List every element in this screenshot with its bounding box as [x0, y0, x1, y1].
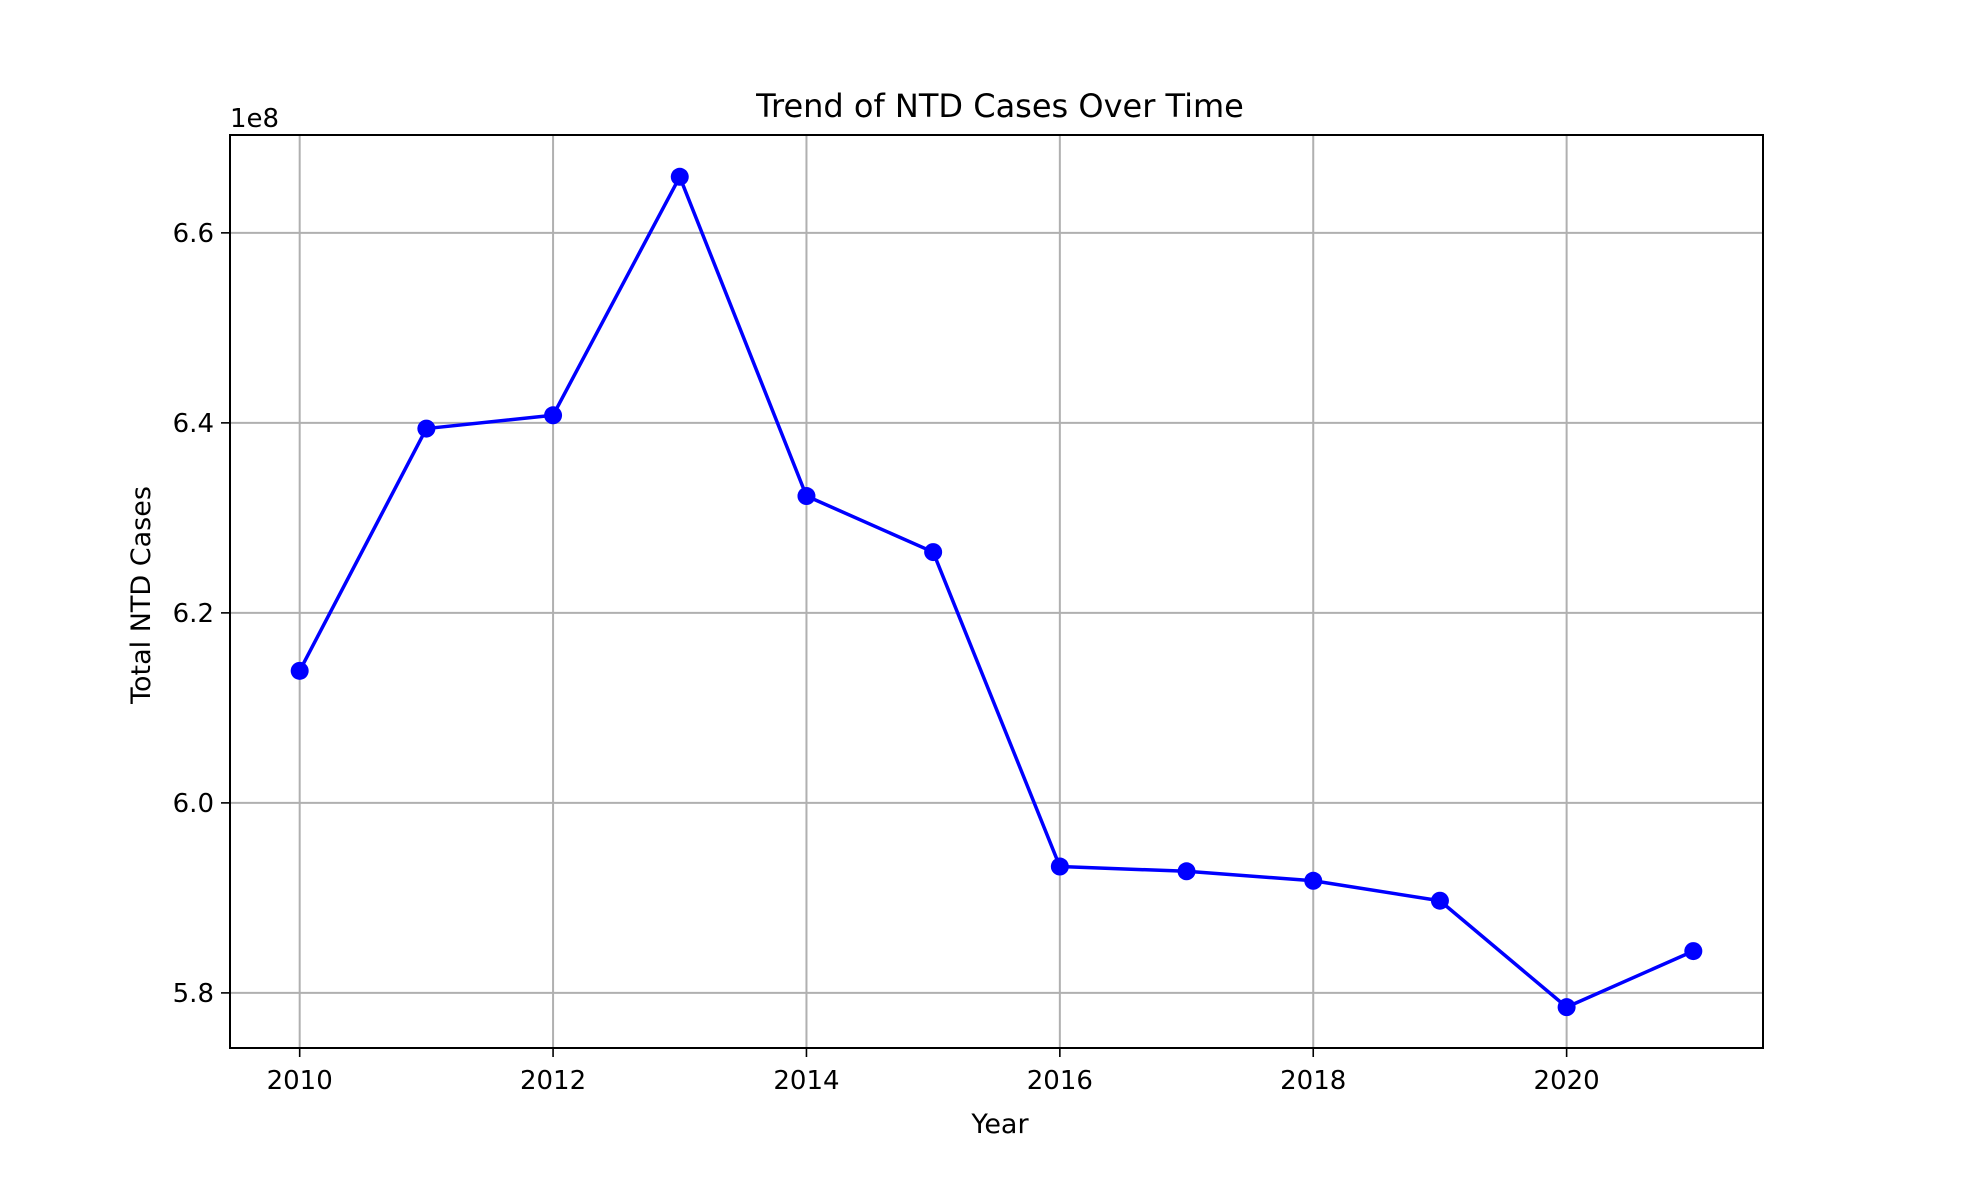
y-tick-label: 5.8	[173, 979, 214, 1009]
data-point[interactable]	[1304, 871, 1323, 890]
axis-ticks: 2010 2012 2014 2016 2018 2020 5.8 6.0 6.2 6.4 6.6	[173, 219, 1600, 1096]
data-point[interactable]	[1684, 942, 1703, 961]
chart-title: Trend of NTD Cases Over Time	[755, 87, 1244, 125]
y-tick-label: 6.4	[173, 409, 214, 439]
series-lines	[298, 175, 1695, 1009]
y-offset-label: 1e8	[230, 104, 279, 134]
data-point[interactable]	[924, 543, 943, 562]
y-tick-label: 6.6	[173, 219, 214, 249]
y-tick-label: 6.2	[173, 599, 214, 629]
x-tick-label: 2012	[520, 1066, 586, 1096]
data-point[interactable]	[1430, 891, 1449, 910]
x-tick-label: 2014	[773, 1066, 839, 1096]
x-tick-label: 2016	[1027, 1066, 1093, 1096]
data-point[interactable]	[1050, 857, 1069, 876]
x-tick-label: 2020	[1534, 1066, 1600, 1096]
grid-lines	[230, 135, 1763, 1048]
data-point[interactable]	[417, 419, 436, 438]
series-line	[298, 175, 1695, 1009]
data-point[interactable]	[797, 487, 816, 506]
data-point[interactable]	[544, 406, 563, 425]
data-point[interactable]	[290, 661, 309, 680]
x-tick-label: 2010	[267, 1066, 333, 1096]
y-axis-title: Total NTD Cases	[126, 486, 157, 705]
data-point[interactable]	[1557, 998, 1576, 1017]
x-axis-title: Year	[970, 1109, 1029, 1140]
plot-area-frame	[229, 134, 1764, 1049]
x-tick-label: 2018	[1280, 1066, 1346, 1096]
y-tick-label: 6.0	[173, 789, 214, 819]
data-point[interactable]	[1177, 862, 1196, 881]
series-points	[290, 167, 1703, 1017]
data-point[interactable]	[670, 167, 689, 186]
